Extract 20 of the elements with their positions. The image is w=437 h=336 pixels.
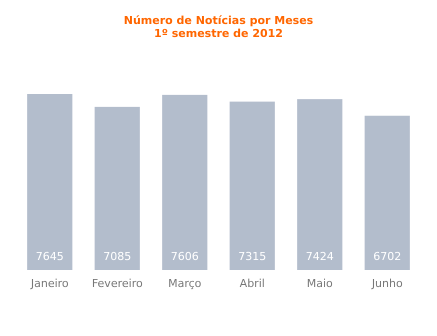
bar <box>364 116 410 270</box>
chart-title: Número de Notícias por Meses <box>124 14 314 27</box>
bar <box>94 106 140 270</box>
data-label: 7424 <box>306 250 334 263</box>
x-tick-label: Fevereiro <box>92 277 143 290</box>
x-tick-label: Março <box>168 277 202 290</box>
x-tick-label: Janeiro <box>30 277 69 290</box>
bar <box>162 94 208 270</box>
data-label: 7085 <box>103 250 132 263</box>
x-tick-label: Maio <box>306 277 334 290</box>
x-tick-label: Junho <box>370 277 403 290</box>
bar <box>297 99 342 270</box>
data-label: 7606 <box>170 250 199 263</box>
data-label: 6702 <box>373 250 402 263</box>
data-label: 7315 <box>238 250 266 263</box>
data-label: 7645 <box>36 250 64 263</box>
x-tick-label: Abril <box>240 277 265 290</box>
chart-subtitle: 1º semestre de 2012 <box>154 27 283 40</box>
bar <box>27 94 72 270</box>
bar <box>230 102 275 270</box>
